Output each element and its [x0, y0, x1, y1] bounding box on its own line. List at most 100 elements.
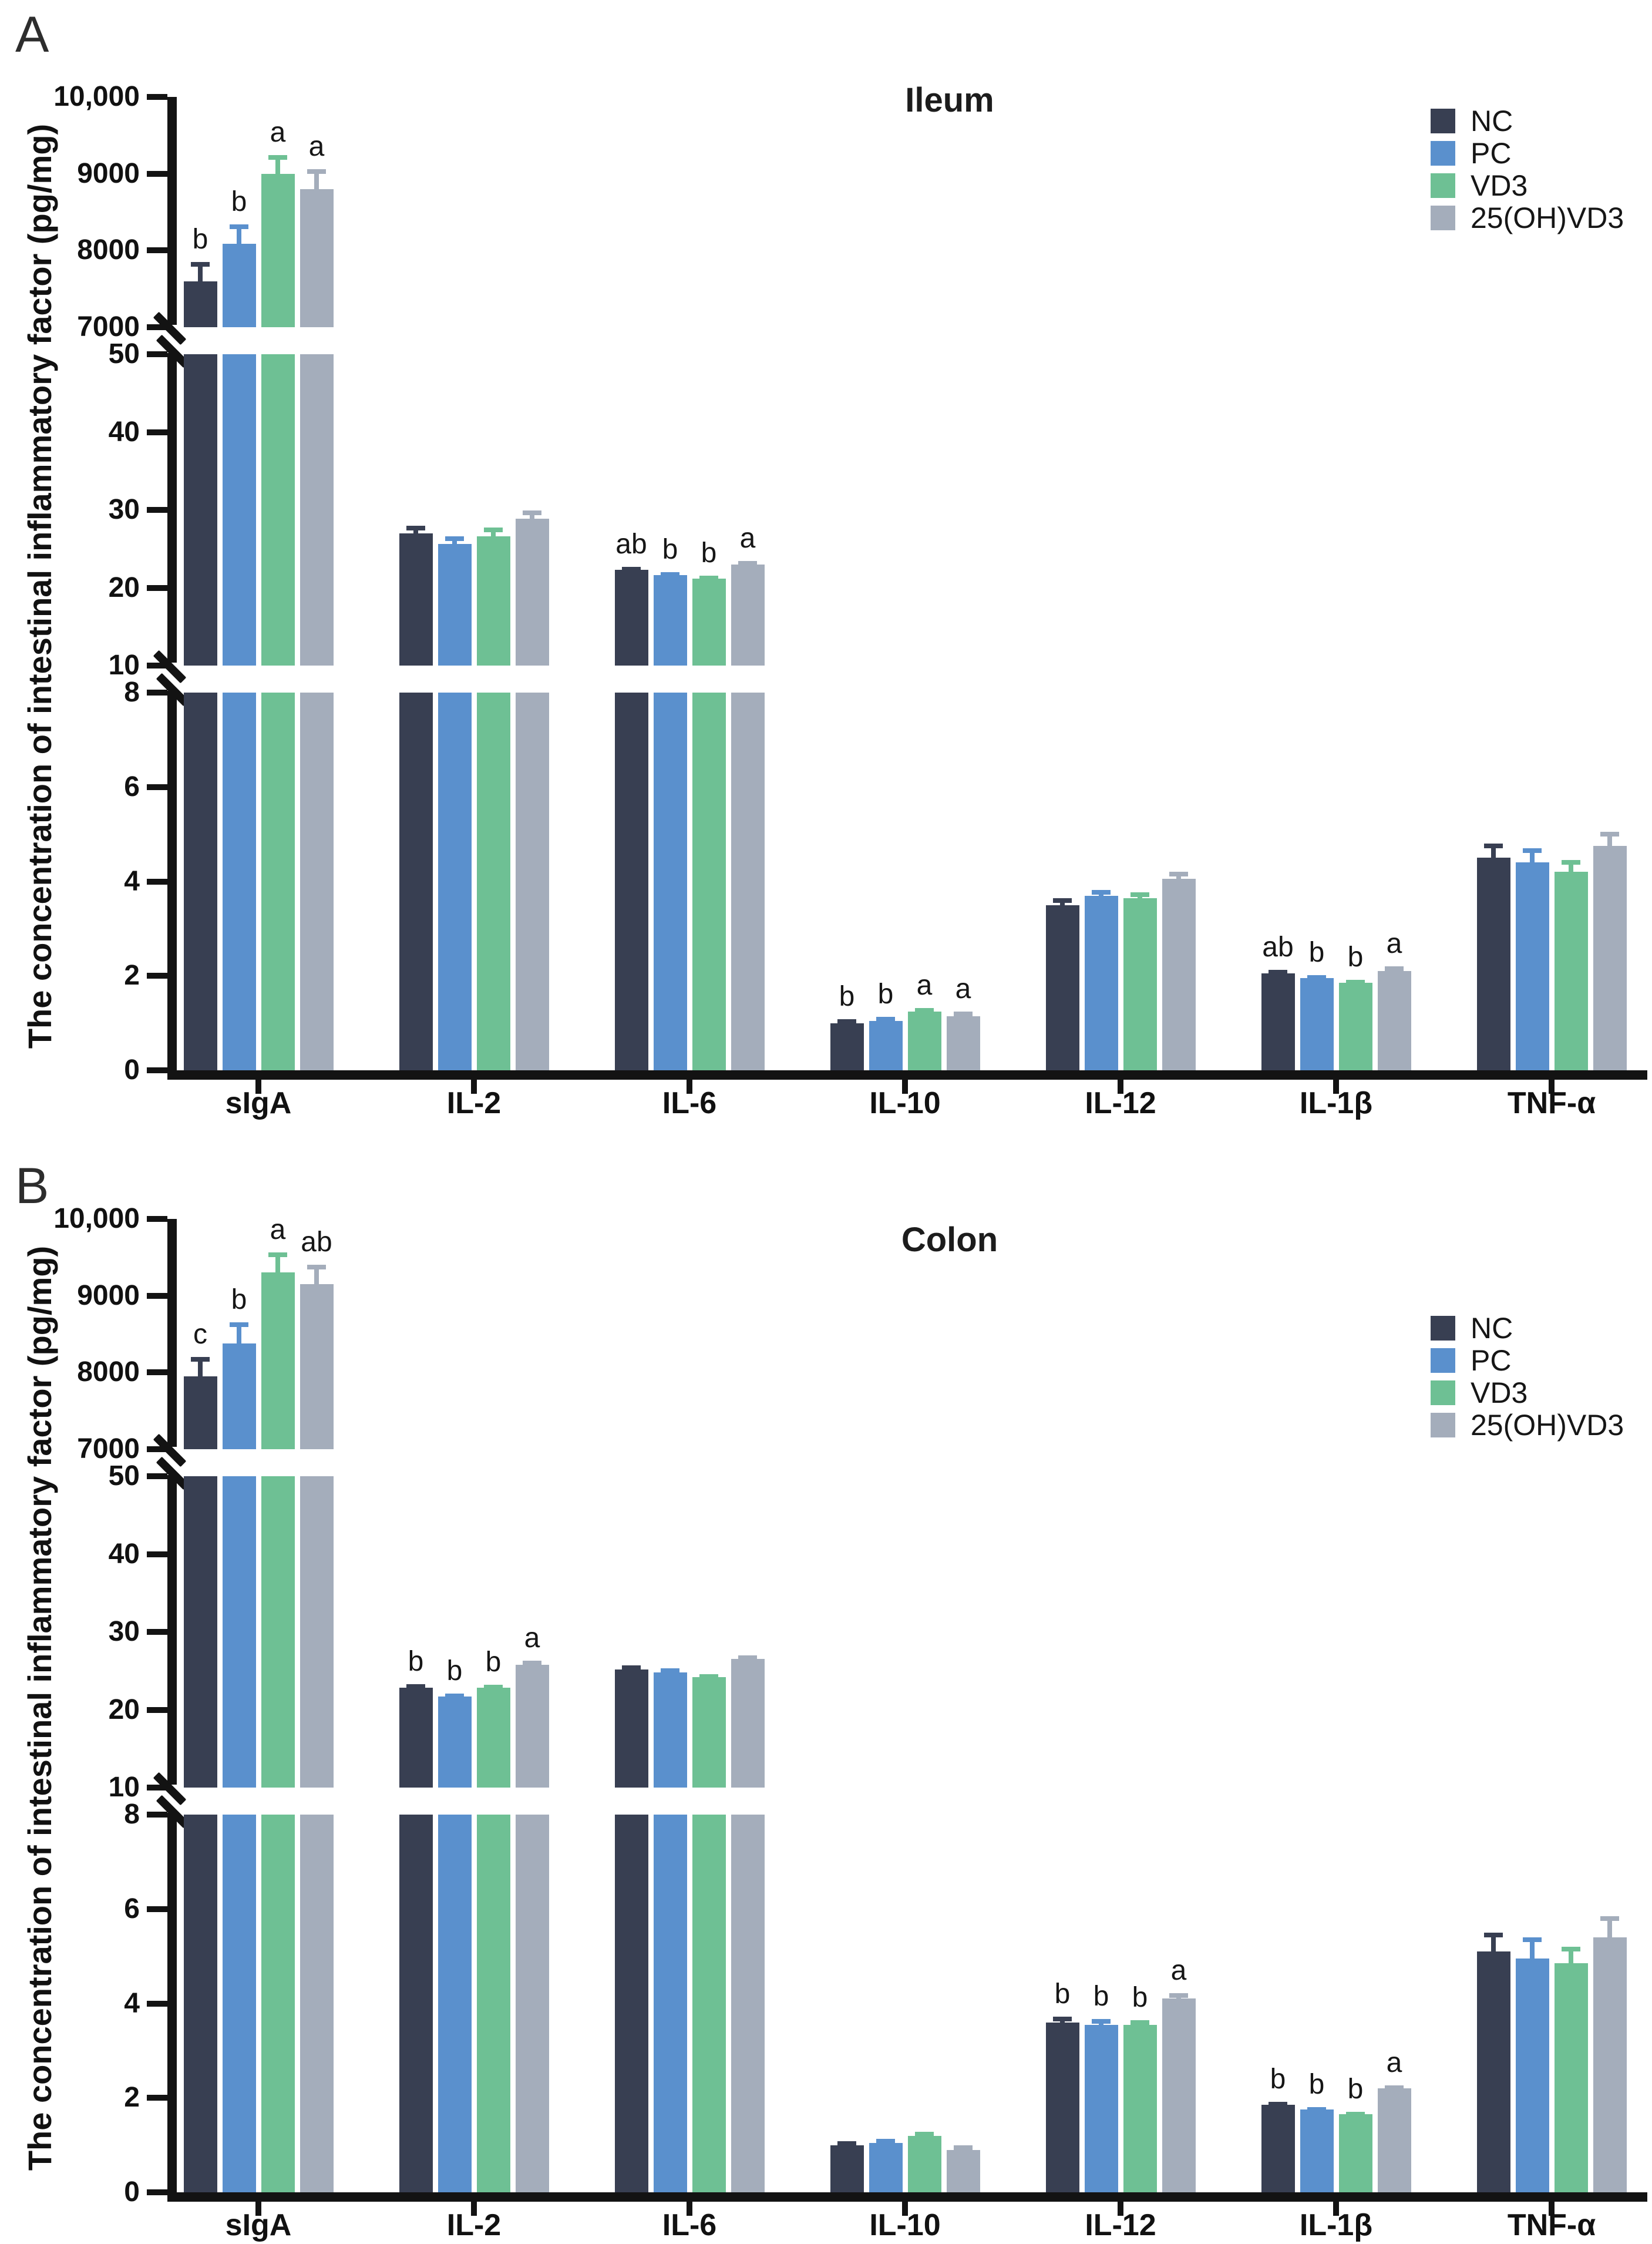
bar-nc-tnf-α: [1476, 1951, 1510, 2192]
bar-vd3-il-6: [692, 1815, 726, 2192]
error-bar-cap: [699, 575, 718, 580]
bar-nc-siga: [183, 1376, 217, 1449]
error-bar-cap: [307, 1265, 326, 1270]
legend-label-25ohvd3: 25(OH)VD3: [1471, 201, 1624, 234]
bar-nc-il-12: [1045, 2022, 1079, 2192]
bar-nc-il-2: [399, 1688, 433, 1788]
error-bar-cap: [837, 2141, 856, 2146]
category-label: IL-1β: [1299, 2208, 1373, 2242]
error-bar-cap: [1169, 872, 1188, 877]
bar-25(oh)vd3-il-6: [731, 564, 765, 666]
y-tick: [147, 784, 167, 790]
error-bar-cap: [622, 566, 641, 572]
bar-pc-il-6: [653, 575, 687, 666]
error-bar-cap: [445, 1693, 464, 1698]
bar-nc-tnf-α: [1476, 858, 1510, 1070]
bar-25(oh)vd3-siga: [300, 354, 334, 666]
bar-vd3-tnf-α: [1554, 1963, 1588, 2192]
error-bar: [237, 225, 241, 244]
bar-pc-il-1β: [1300, 2109, 1334, 2192]
y-tick: [147, 1551, 167, 1557]
significance-letter: ab: [615, 528, 647, 560]
significance-letter: b: [701, 537, 717, 569]
category-label: IL-10: [869, 2208, 941, 2242]
error-bar: [237, 1323, 241, 1343]
error-bar-cap: [876, 2139, 895, 2144]
error-bar-cap: [1346, 979, 1365, 985]
x-tick: [1549, 2202, 1555, 2216]
significance-letter: a: [1386, 2047, 1402, 2078]
y-tick: [147, 1369, 167, 1376]
bar-vd3-siga: [261, 354, 295, 666]
bar-pc-il-12: [1084, 895, 1118, 1070]
error-bar-cap: [1053, 2017, 1072, 2021]
y-tick-label: 10: [108, 650, 140, 681]
bar-vd3-il-1β: [1338, 983, 1372, 1070]
y-axis-line: [167, 97, 177, 325]
y-tick-label: 4: [124, 865, 140, 897]
legend-item-nc: NC: [1431, 1314, 1624, 1343]
legend-label-25ohvd3: 25(OH)VD3: [1471, 1409, 1624, 1442]
bar-vd3-il-12: [1123, 898, 1157, 1070]
error-bar-cap: [1092, 889, 1111, 895]
bar-pc-siga: [222, 243, 256, 327]
bar-25(oh)vd3-il-12: [1162, 1998, 1196, 2192]
error-bar-cap: [876, 1017, 895, 1022]
bar-vd3-il-2: [476, 536, 510, 666]
bar-vd3-siga: [261, 1476, 295, 1788]
category-label: IL-12: [1085, 1086, 1156, 1120]
bar-vd3-tnf-α: [1554, 872, 1588, 1070]
y-tick: [147, 1785, 167, 1791]
y-axis-line: [167, 1813, 177, 2202]
y-tick-label: 6: [124, 1893, 140, 1924]
legend-swatch-25ohvd3: [1431, 1413, 1455, 1437]
legend-label-vd3: VD3: [1471, 1376, 1528, 1409]
error-bar-cap: [1600, 1916, 1619, 1921]
y-tick-label: 30: [108, 494, 140, 525]
legend-item-vd3: VD3: [1431, 1376, 1624, 1409]
error-bar-cap: [307, 169, 326, 174]
error-bar: [275, 1254, 280, 1273]
y-tick: [147, 351, 167, 357]
error-bar-cap: [837, 1019, 856, 1024]
bar-pc-il-6: [653, 1815, 687, 2192]
bar-25(oh)vd3-il-6: [731, 693, 765, 1070]
bar-pc-siga: [222, 1476, 256, 1788]
significance-letter: b: [1308, 2068, 1325, 2100]
y-axis-line: [167, 353, 177, 663]
error-bar-cap: [406, 1684, 425, 1689]
legend-item-vd3: VD3: [1431, 169, 1624, 202]
bar-nc-il-2: [399, 533, 433, 666]
bar-vd3-siga: [261, 173, 295, 327]
category-label: IL-2: [446, 2208, 502, 2242]
y-tick: [147, 2095, 167, 2101]
error-bar-cap: [915, 2132, 934, 2137]
y-tick-label: 2: [124, 2082, 140, 2114]
error-bar: [198, 1358, 203, 1376]
bar-25(oh)vd3-il-2: [515, 518, 549, 666]
significance-letter: c: [193, 1319, 207, 1351]
error-bar: [1491, 1933, 1496, 1952]
category-label: TNF-α: [1507, 1086, 1596, 1120]
error-bar-cap: [1307, 2107, 1326, 2112]
plot-area-colon: 10,000 9000 8000 7000 50 40 30 20 10 8 6 4 2 0 sIgA c b a…: [0, 1122, 1652, 2244]
significance-letter: b: [1347, 941, 1364, 973]
legend-swatch-nc: [1431, 109, 1455, 133]
error-bar-cap: [230, 224, 248, 229]
legend-label-vd3: VD3: [1471, 169, 1528, 202]
significance-letter: a: [524, 1622, 540, 1654]
y-tick: [147, 1629, 167, 1635]
significance-letter: a: [955, 973, 971, 1005]
legend-swatch-pc: [1431, 1348, 1455, 1373]
error-bar-cap: [1484, 1932, 1503, 1937]
y-tick: [147, 1292, 167, 1299]
x-tick: [902, 2202, 908, 2216]
legend-swatch-pc: [1431, 141, 1455, 166]
bar-25(oh)vd3-il-10: [946, 1016, 980, 1070]
significance-letter: b: [192, 223, 208, 255]
error-bar-cap: [406, 525, 425, 530]
x-tick: [1333, 1080, 1339, 1094]
error-bar: [491, 529, 496, 537]
error-bar-cap: [1269, 969, 1287, 975]
panel-colon: B Colon The concentration of intestinal …: [0, 1122, 1652, 2244]
